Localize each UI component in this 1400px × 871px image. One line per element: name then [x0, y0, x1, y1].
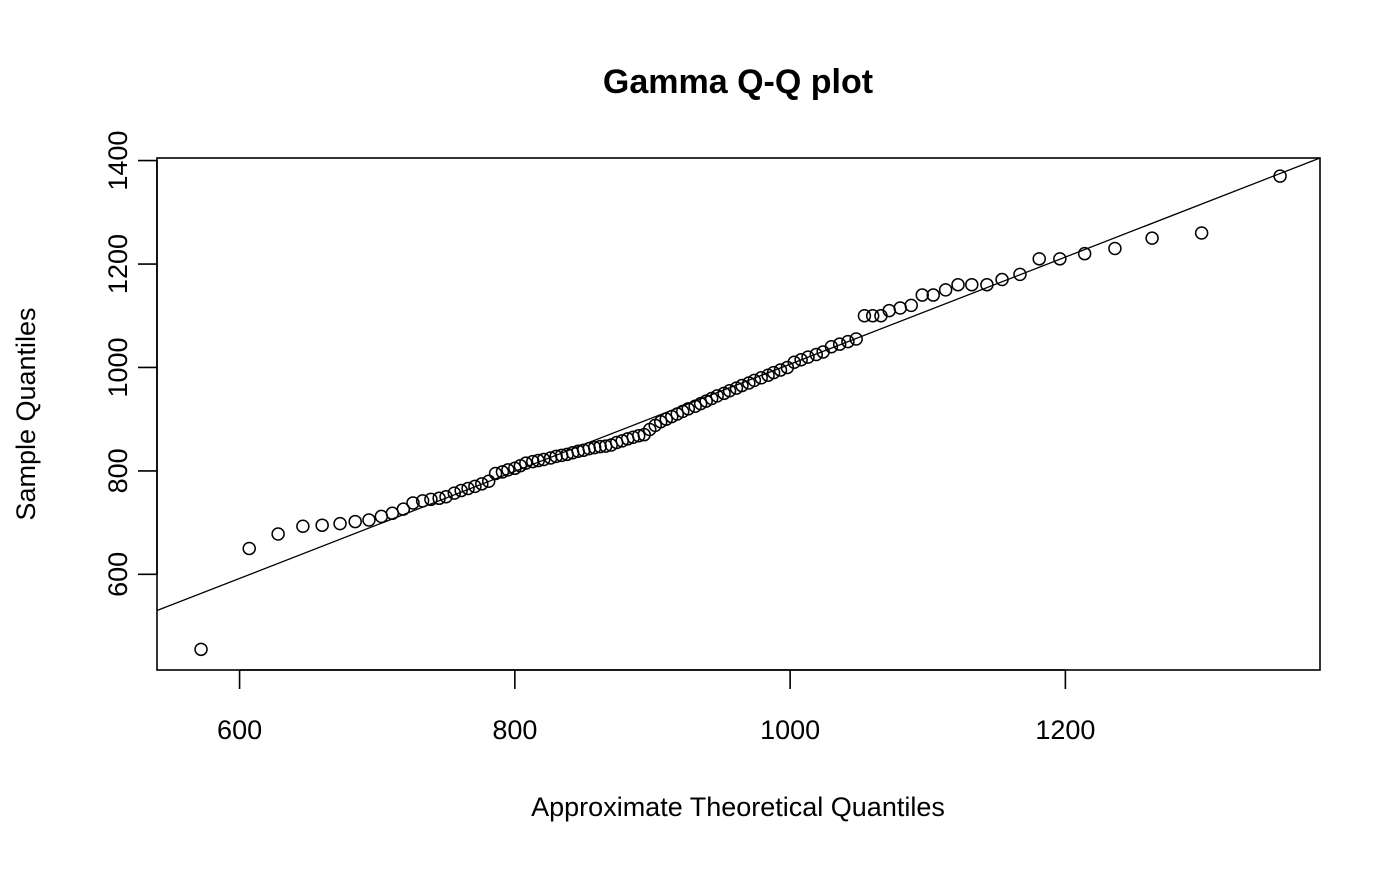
- data-point: [396, 502, 411, 516]
- data-point: [938, 283, 953, 297]
- data-point: [519, 456, 533, 470]
- data-point: [194, 642, 208, 657]
- reference-line: [156, 157, 1321, 612]
- data-point: [432, 491, 446, 506]
- data-point: [965, 277, 979, 292]
- data-point: [710, 389, 724, 403]
- data-point: [773, 363, 788, 377]
- data-point: [385, 506, 400, 521]
- data-point: [424, 492, 438, 507]
- y-tick-label: 1400: [103, 131, 133, 191]
- data-point: [787, 355, 801, 370]
- data-point: [1108, 241, 1122, 256]
- data-point: [1077, 246, 1092, 261]
- data-point: [495, 465, 510, 479]
- data-point: [995, 272, 1009, 287]
- data-point: [1032, 252, 1046, 266]
- x-tick-label: 1200: [1035, 715, 1095, 745]
- data-point: [242, 541, 256, 556]
- data-point: [531, 453, 545, 468]
- y-tick-label: 1000: [103, 337, 133, 397]
- data-point: [841, 334, 855, 349]
- data-point: [1145, 231, 1159, 245]
- data-point: [735, 378, 749, 393]
- data-point: [362, 513, 376, 527]
- data-point: [766, 365, 781, 380]
- data-point: [794, 352, 808, 367]
- y-tick-label: 800: [103, 448, 133, 493]
- data-point: [447, 486, 462, 500]
- data-point: [893, 301, 907, 315]
- y-tick-label: 1200: [103, 234, 133, 294]
- data-point: [951, 277, 965, 292]
- data-point: [374, 509, 389, 524]
- data-point: [926, 288, 941, 302]
- data-point: [809, 347, 824, 362]
- data-point: [722, 383, 737, 398]
- data-point: [454, 483, 468, 498]
- data-point: [824, 340, 839, 354]
- data-point: [475, 477, 489, 491]
- data-point: [481, 474, 496, 488]
- data-point: [801, 350, 815, 364]
- data-point: [536, 452, 551, 467]
- data-point: [631, 428, 646, 443]
- data-point: [415, 494, 430, 508]
- data-point: [406, 496, 420, 510]
- data-point: [681, 402, 696, 416]
- x-tick-label: 1000: [760, 715, 820, 745]
- chart-title: Gamma Q-Q plot: [603, 63, 873, 101]
- data-point: [587, 440, 602, 455]
- data-point: [439, 489, 453, 504]
- y-axis: 600 800 1000 1200 1400: [103, 131, 158, 597]
- x-axis: 600 800 1000 1200: [217, 669, 1095, 745]
- data-point: [747, 373, 762, 388]
- data-point: [857, 308, 872, 323]
- data-point: [754, 371, 768, 385]
- data-point: [1053, 252, 1067, 266]
- data-point: [593, 439, 607, 454]
- data-point: [296, 519, 310, 533]
- plot-frame: [156, 157, 1321, 671]
- data-point: [904, 298, 918, 313]
- data-point: [915, 288, 929, 302]
- data-point: [348, 514, 362, 529]
- y-tick-label: 600: [103, 552, 133, 597]
- data-point: [468, 479, 482, 494]
- data-point: [1194, 226, 1209, 240]
- data-point: [271, 527, 285, 541]
- data-point: [501, 463, 515, 477]
- data-point: [315, 518, 329, 532]
- data-point: [780, 360, 795, 375]
- data-point: [333, 516, 347, 531]
- data-point: [1013, 267, 1027, 282]
- data-point: [461, 481, 475, 496]
- x-tick-label: 800: [492, 715, 537, 745]
- data-point: [832, 337, 847, 351]
- x-tick-label: 600: [217, 715, 262, 745]
- data-point: [849, 332, 863, 346]
- data-point: [1273, 169, 1287, 183]
- y-axis-label: Sample Quantiles: [11, 307, 41, 520]
- reference-line-group: [156, 157, 1321, 612]
- data-point: [488, 466, 503, 481]
- points-group: [194, 169, 1287, 657]
- data-point: [865, 308, 880, 323]
- x-axis-label: Approximate Theoretical Quantiles: [531, 792, 945, 822]
- data-point: [980, 277, 994, 292]
